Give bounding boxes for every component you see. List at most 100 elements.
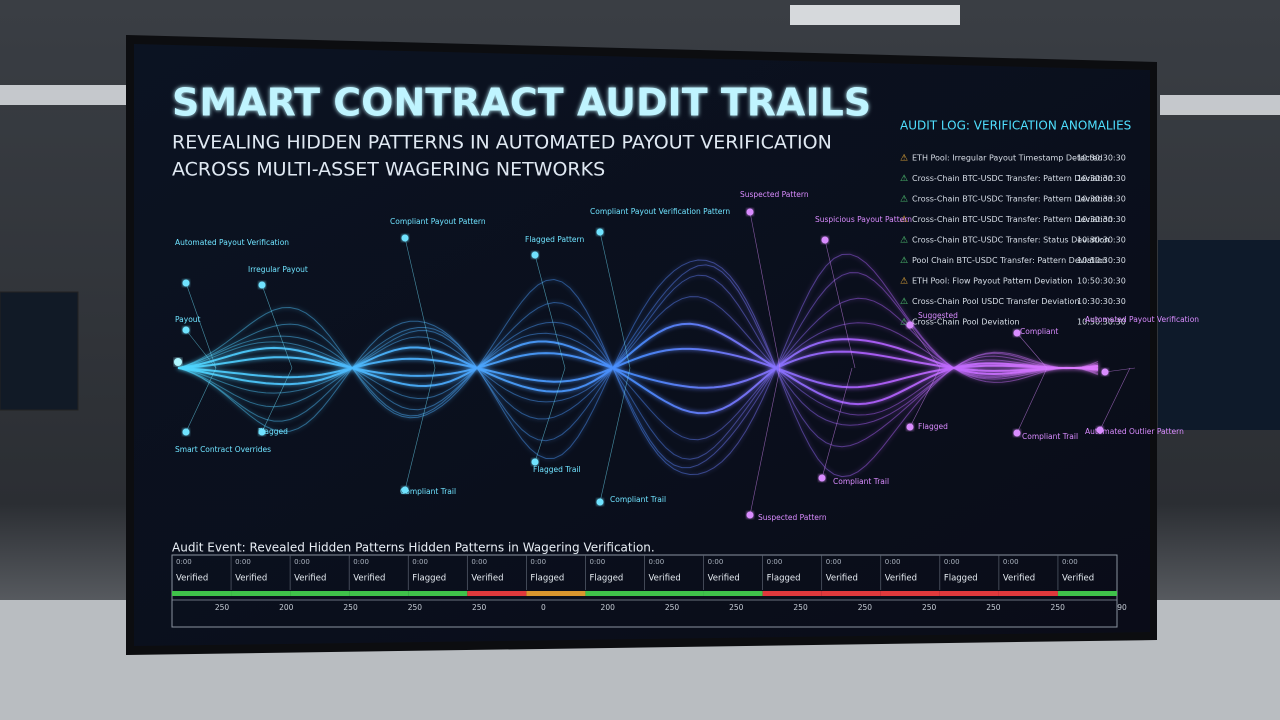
- cell-head: 0:00: [353, 558, 369, 566]
- axis-label: 90: [1117, 603, 1127, 612]
- status-bar: [526, 591, 586, 596]
- log-time: 10:50:30:30: [1077, 256, 1126, 265]
- cell-status: Verified: [708, 574, 740, 584]
- node-link: [599, 231, 631, 369]
- axis-label: 200: [601, 603, 616, 612]
- cell-head: 0:00: [176, 558, 192, 566]
- network: Automated Payout Verification Payout Smart…: [174, 190, 1199, 522]
- axis-label: 250: [793, 603, 808, 612]
- log-icon: ⚠: [900, 154, 908, 164]
- log-icon: ⚠: [900, 318, 908, 328]
- node-link: [261, 367, 293, 433]
- status-bar: [408, 591, 468, 596]
- status-bar: [821, 591, 881, 596]
- log-time: 10:30:30:30: [1077, 215, 1126, 224]
- cell-head: 0:00: [471, 558, 487, 566]
- side-monitor: [0, 291, 79, 411]
- cell-status: Verified: [471, 574, 503, 584]
- log-icon: ⚠: [900, 215, 908, 225]
- node-link: [185, 367, 217, 433]
- log-time: 10:30:30:30: [1077, 154, 1126, 163]
- status-bar: [290, 591, 350, 596]
- log-entry: Cross-Chain BTC-USDC Transfer: Pattern D…: [912, 215, 1113, 224]
- cell-head: 0:00: [530, 558, 546, 566]
- node: [182, 326, 190, 334]
- wave-strand: [177, 322, 1099, 441]
- cell-head: 0:00: [708, 558, 724, 566]
- waves: [177, 253, 1105, 478]
- log-entry: Cross-Chain BTC-USDC Transfer: Pattern D…: [912, 195, 1113, 204]
- ceiling-light: [0, 85, 130, 105]
- node-link: [909, 367, 941, 428]
- node-link: [749, 211, 781, 369]
- log-time: 10:30:30:30: [1077, 174, 1126, 183]
- node-label: Flagged Trail: [533, 465, 581, 474]
- node-label: Compliant Trail: [833, 477, 889, 486]
- axis-label: 250: [215, 603, 230, 612]
- status-bar: [880, 591, 940, 596]
- node: [746, 208, 754, 216]
- node: [174, 358, 182, 366]
- node-link: [1016, 367, 1048, 434]
- node-link: [534, 367, 566, 463]
- node-link: [1099, 367, 1131, 431]
- cell-head: 0:00: [589, 558, 605, 566]
- status-bar: [585, 591, 645, 596]
- node-link: [909, 324, 941, 369]
- log-time: 10:30:33:30: [1077, 195, 1126, 204]
- ceiling-light: [1160, 95, 1280, 115]
- log-title: AUDIT LOG: VERIFICATION ANOMALIES: [900, 119, 1131, 133]
- node-label: Flagged Pattern: [525, 235, 585, 244]
- subtitle: ACROSS MULTI-ASSET WAGERING NETWORKS: [172, 159, 605, 181]
- node-link: [534, 254, 566, 369]
- log-time: 10:30:30:30: [1077, 236, 1126, 245]
- log-icon: ⚠: [900, 297, 908, 307]
- title: SMART CONTRACT AUDIT TRAILS: [172, 81, 871, 125]
- wave-strand: [177, 274, 1099, 426]
- node-link: [185, 282, 217, 369]
- node-label: Flagged: [258, 427, 288, 436]
- status-bar: [172, 591, 232, 596]
- node-label: Payout: [175, 315, 201, 324]
- node-link: [749, 367, 781, 516]
- node-label: Suspicious Payout Pattern: [815, 215, 912, 224]
- log-icon: ⚠: [900, 174, 908, 184]
- cell-status: Verified: [1003, 574, 1035, 584]
- wave-strand: [177, 338, 1099, 415]
- status-bar: [703, 591, 763, 596]
- node-label: Compliant Trail: [400, 487, 456, 496]
- log-entry: Pool Chain BTC-USDC Transfer: Pattern De…: [912, 256, 1107, 265]
- node: [531, 251, 539, 259]
- cell-head: 0:00: [649, 558, 665, 566]
- log-icon: ⚠: [900, 277, 908, 287]
- cell-status: Verified: [826, 574, 858, 584]
- node-label: Compliant Payout Pattern: [390, 217, 486, 226]
- cell-head: 0:00: [294, 558, 310, 566]
- node-link: [599, 367, 631, 503]
- wave-strand: [177, 322, 1099, 406]
- node-label: Suspected Pattern: [758, 513, 827, 522]
- node: [1013, 429, 1021, 437]
- log-time: 10:50:30:30: [1077, 318, 1126, 327]
- axis-label: 250: [986, 603, 1001, 612]
- cell-status: Verified: [649, 574, 681, 584]
- node-label: Irregular Payout: [248, 265, 308, 274]
- node-link: [185, 329, 217, 369]
- node: [531, 458, 539, 466]
- status-bar: [231, 591, 291, 596]
- node-link: [821, 367, 853, 479]
- node-label: Compliant Trail: [610, 495, 666, 504]
- log-entry: ETH Pool: Irregular Payout Timestamp Det…: [912, 154, 1103, 163]
- status-bar: [762, 591, 822, 596]
- log-icon: ⚠: [900, 195, 908, 205]
- axis-label: 250: [1051, 603, 1066, 612]
- cell-head: 0:00: [1003, 558, 1019, 566]
- axis-label: 250: [665, 603, 680, 612]
- timeline: 0:00 Verified 0:00 Verified 0:00 Verified 0:00…: [172, 555, 1127, 612]
- node-label: Compliant: [1020, 327, 1058, 336]
- status-bar: [1057, 591, 1117, 596]
- axis-label: 250: [729, 603, 744, 612]
- log-time: 10:50:30:30: [1077, 277, 1126, 286]
- log-entry: Cross-Chain Pool USDC Transfer Deviation: [912, 297, 1080, 306]
- node-label: Compliant Trail: [1022, 432, 1078, 441]
